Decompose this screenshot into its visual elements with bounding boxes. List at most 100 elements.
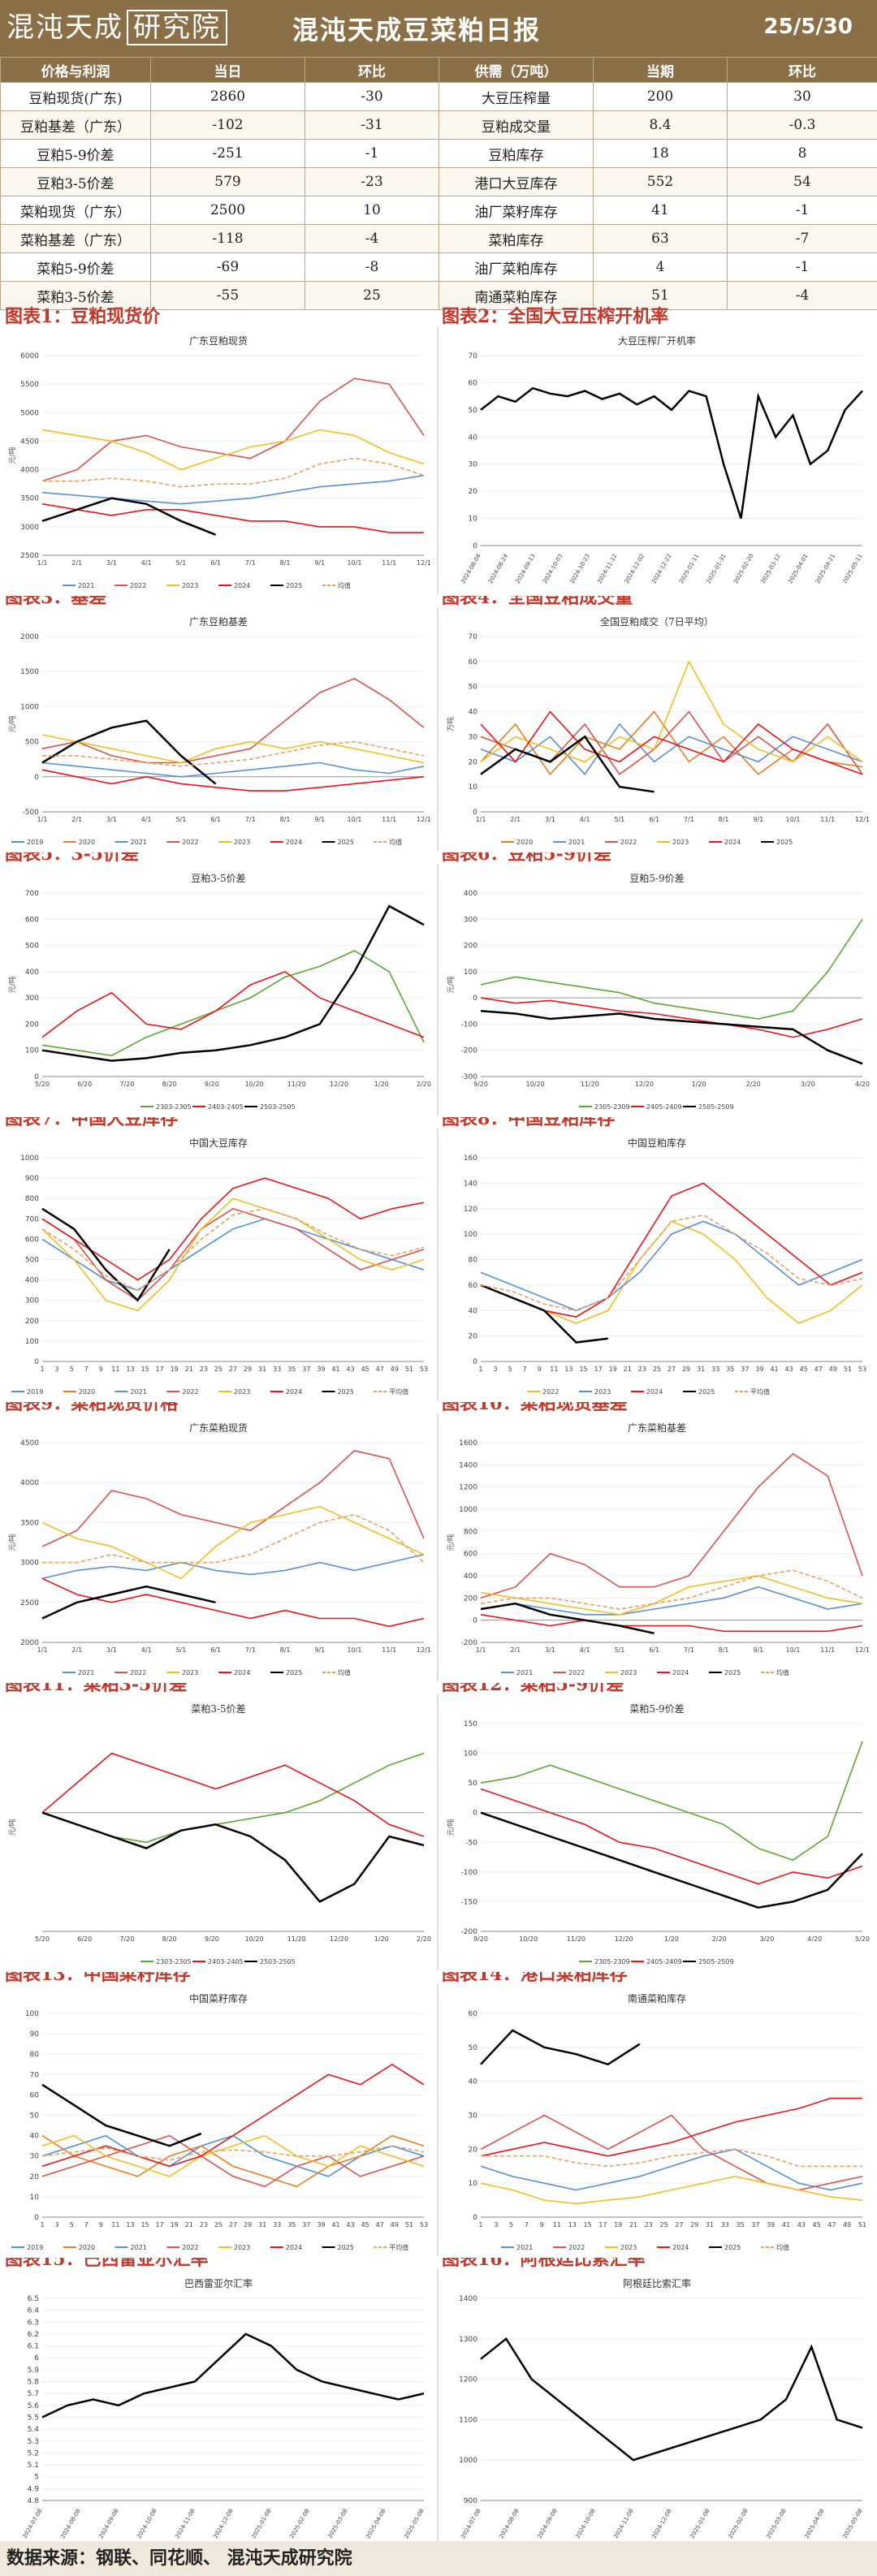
y-tick-label: -200 — [461, 1928, 478, 1936]
x-tick-label: 10/1 — [348, 1646, 362, 1654]
x-tick-label: 43 — [347, 2221, 355, 2229]
chart-11: 菜粕3-5价差 元/吨 5/20 6/20 7/20 8/20 9/20 10/20 11/20… — [3, 1696, 434, 1972]
y-tick-label: 0 — [473, 1358, 477, 1366]
table-cell: -102 — [150, 110, 305, 140]
x-tick-label: 5 — [508, 1366, 512, 1373]
series-line — [480, 1811, 863, 1909]
x-tick-label: 7 — [84, 1366, 89, 1373]
series-line — [480, 660, 863, 763]
y-tick-label: 50 — [469, 684, 478, 692]
table-cell: 菜粕3-5价差 — [0, 281, 151, 310]
y-tick-label: 70 — [469, 352, 478, 360]
x-tick-label: 2025-04-08 — [803, 2508, 825, 2539]
y-tick-label: 3000 — [20, 1560, 39, 1568]
legend-label: 2023 — [182, 1669, 198, 1676]
x-tick-label: 21 — [185, 2221, 193, 2229]
legend-label: 2021 — [78, 582, 94, 589]
y-tick-label: 1200 — [459, 2376, 477, 2384]
x-tick-label: 9/20 — [205, 1081, 219, 1088]
x-tick-label: 9 — [538, 1366, 542, 1373]
legend-label: 2024 — [234, 1669, 250, 1676]
x-tick-label: 3/20 — [801, 1081, 815, 1088]
x-tick-label: 9/20 — [205, 1935, 219, 1943]
series-line — [41, 1207, 425, 1292]
y-tick-label: -300 — [461, 1073, 478, 1081]
x-tick-label: 2024-09-13 — [515, 553, 537, 585]
summary-table: 价格与利润 当日 环比 供需（万吨） 当期 环比 豆粕现货(广东) 2860 -30… — [0, 57, 877, 310]
x-tick-label: 45 — [813, 2221, 821, 2229]
x-tick-label: 11/1 — [820, 1646, 835, 1654]
x-tick-label: 37 — [302, 1366, 310, 1373]
y-tick-label: 100 — [25, 1047, 39, 1055]
legend-label: 2022 — [620, 839, 637, 846]
table-cell: 18 — [593, 139, 728, 168]
table-cell: 大豆压榨量 — [438, 82, 594, 111]
x-tick-label: 41 — [782, 2221, 790, 2229]
y-tick-label: 800 — [464, 1528, 477, 1536]
x-tick-label: 25 — [660, 2221, 668, 2229]
legend-label: 2022 — [542, 1388, 559, 1396]
x-tick-label: 6/1 — [210, 816, 221, 823]
y-tick-label: 900 — [464, 2497, 477, 2505]
x-tick-label: 15 — [584, 2221, 592, 2229]
y-tick-label: 4500 — [20, 1439, 39, 1448]
series-line — [480, 1010, 863, 1065]
x-tick-label: 6/1 — [649, 816, 659, 823]
y-axis-label: 元/吨 — [446, 976, 456, 993]
x-tick-label: 5/1 — [175, 559, 186, 567]
x-tick-label: 27 — [229, 2221, 237, 2229]
series-line — [480, 723, 863, 775]
x-tick-label: 7/20 — [119, 1935, 134, 1943]
y-tick-label: 30 — [469, 461, 478, 469]
x-tick-label: 2025-01-08 — [250, 2508, 272, 2539]
y-axis-label: 元/吨 — [446, 1534, 456, 1551]
series-line — [41, 1585, 216, 1620]
x-tick-label: 10/20 — [245, 1081, 264, 1088]
x-tick-label: 25 — [214, 2221, 222, 2229]
series-line — [41, 1207, 425, 1301]
legend-label: 2022 — [130, 1669, 146, 1676]
chart-title: 阿根廷比索汇率 — [623, 2277, 691, 2289]
x-tick-label: 1 — [40, 2221, 44, 2229]
x-tick-label: 17 — [598, 2221, 607, 2229]
header-cell: 当日 — [150, 57, 305, 83]
column-divider — [437, 326, 438, 594]
series-line — [42, 1513, 425, 1564]
legend-label: 2025 — [286, 582, 302, 589]
legend-label: 2024 — [286, 839, 302, 846]
table-cell: 豆粕现货(广东) — [0, 82, 151, 111]
x-tick-label: 2025-02-08 — [288, 2508, 310, 2539]
x-tick-label: 1 — [478, 2221, 482, 2229]
x-tick-label: 1/1 — [37, 559, 48, 567]
y-tick-label: 2000 — [20, 1639, 39, 1647]
y-tick-label: 800 — [25, 1195, 39, 1203]
legend-label: 均值 — [776, 1668, 789, 1676]
x-tick-label: 1/1 — [476, 1646, 486, 1654]
x-tick-label: 12/1 — [855, 1646, 870, 1654]
legend-label: 2405-2409 — [646, 1103, 682, 1111]
series-line — [480, 1586, 863, 1616]
legend-label: 2023 — [620, 1669, 637, 1676]
x-tick-label: 15 — [140, 1366, 149, 1373]
table-cell: -69 — [150, 252, 305, 282]
x-tick-label: 8/1 — [719, 1646, 729, 1654]
x-tick-label: 10/20 — [519, 1935, 538, 1943]
y-tick-label: 10 — [469, 783, 478, 792]
y-tick-label: 3500 — [20, 1519, 39, 1527]
y-tick-label: 6.3 — [28, 2319, 39, 2327]
legend-label: 2023 — [594, 1388, 611, 1396]
report-title: 混沌天成豆菜粕日报 — [292, 15, 542, 45]
x-tick-label: 41 — [770, 1366, 778, 1373]
y-tick-label: 5.5 — [28, 2414, 39, 2422]
legend-label: 2303-2305 — [156, 1958, 192, 1965]
y-tick-label: 0 — [34, 774, 39, 782]
x-tick-label: 2025-03-12 — [760, 553, 782, 585]
x-tick-label: 5/1 — [175, 1646, 186, 1654]
x-tick-label: 2/20 — [712, 1935, 727, 1943]
x-tick-label: 7/1 — [245, 559, 256, 567]
x-tick-label: 19 — [614, 2221, 622, 2229]
x-tick-label: 11/1 — [382, 816, 396, 823]
x-tick-label: 47 — [376, 2221, 384, 2229]
y-tick-label: -200 — [461, 1047, 478, 1055]
